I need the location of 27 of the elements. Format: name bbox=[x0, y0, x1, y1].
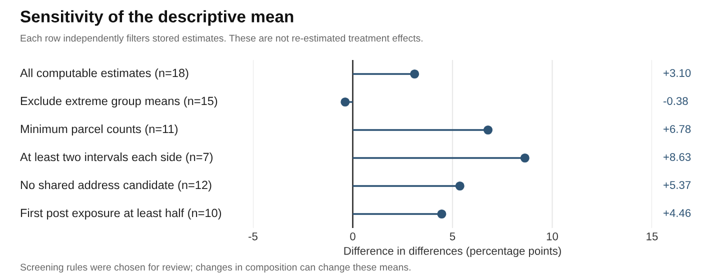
point bbox=[483, 125, 493, 135]
point bbox=[340, 97, 350, 107]
x-tick-label: -5 bbox=[248, 232, 258, 240]
point bbox=[410, 69, 420, 79]
y-tick-label: Exclude extreme group means (n=15) bbox=[20, 96, 218, 108]
x-tick-label: 5 bbox=[450, 232, 456, 240]
y-tick-label: Minimum parcel counts (n=11) bbox=[20, 124, 178, 136]
data-label: +3.10 bbox=[664, 69, 691, 77]
x-tick-label: 15 bbox=[646, 232, 658, 240]
y-tick-label: First post exposure at least half (n=10) bbox=[20, 208, 222, 220]
x-tick-label: 10 bbox=[546, 232, 558, 240]
data-label: +6.78 bbox=[664, 125, 691, 133]
chart-title: Sensitivity of the descriptive mean bbox=[20, 10, 294, 26]
x-tick-label: 0 bbox=[350, 232, 356, 240]
data-label: +8.63 bbox=[664, 153, 691, 161]
text: Screening rules were chosen for review; changes in composition can change these means. bbox=[20, 263, 410, 273]
data-label: +5.37 bbox=[664, 181, 691, 189]
data-label: -0.38 bbox=[663, 97, 688, 105]
y-tick-label: No shared address candidate (n=12) bbox=[20, 180, 212, 192]
chart-subtitle: Each row independently filters stored estimates. These are not re-estimated treatment effects. bbox=[20, 34, 422, 44]
x-axis-title: Difference in differences (percentage points) bbox=[344, 246, 561, 258]
point bbox=[437, 209, 446, 219]
y-tick-label: All computable estimates (n=18) bbox=[20, 68, 188, 80]
y-tick-label: At least two intervals each side (n=7) bbox=[20, 152, 213, 164]
point bbox=[455, 181, 464, 191]
data-label: +4.46 bbox=[664, 209, 691, 217]
point bbox=[520, 153, 530, 163]
